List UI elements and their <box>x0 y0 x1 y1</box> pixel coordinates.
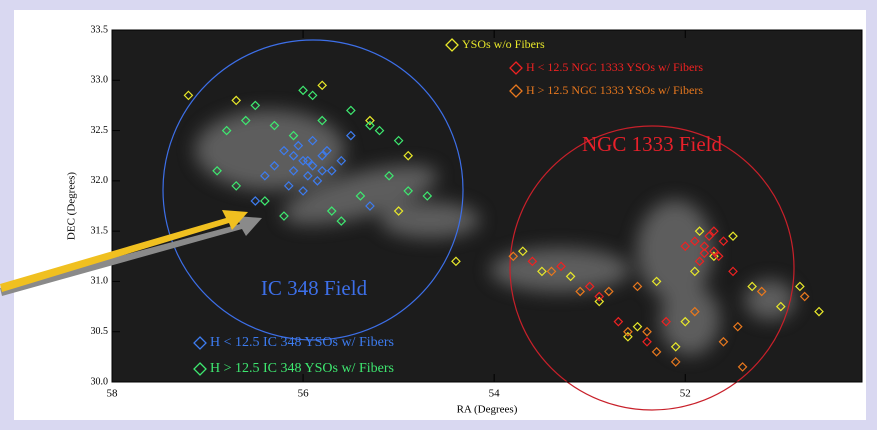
legend-label: H > 12.5 IC 348 YSOs w/ Fibers <box>210 361 394 376</box>
field-label: NGC 1333 Field <box>582 132 723 156</box>
y-tick-label: 32.5 <box>91 125 109 136</box>
field-label: IC 348 Field <box>261 276 368 300</box>
y-tick-label: 31.0 <box>91 276 109 287</box>
y-axis-label: DEC (Degrees) <box>66 172 78 240</box>
y-tick-label: 30.5 <box>91 326 109 337</box>
y-tick-label: 30.0 <box>91 376 109 387</box>
y-tick-label: 32.0 <box>91 175 109 186</box>
plot-area <box>112 30 862 382</box>
x-tick-label: 56 <box>298 388 310 400</box>
chart: RA (Degrees) DEC (Degrees) 58 56 54 52 30.0 3… <box>0 0 877 430</box>
y-tick-label: 33.5 <box>91 24 109 35</box>
legend-label: H < 12.5 NGC 1333 YSOs w/ Fibers <box>526 60 703 74</box>
legend-label: YSOs w/o Fibers <box>462 37 545 51</box>
y-tick-label: 33.0 <box>91 75 109 86</box>
legend-label: H < 12.5 IC 348 YSOs w/ Fibers <box>210 335 394 350</box>
legend-label: H > 12.5 NGC 1333 YSOs w/ Fibers <box>526 83 703 97</box>
y-tick-label: 31.5 <box>91 225 109 236</box>
x-tick-label: 52 <box>680 388 691 400</box>
x-tick-label: 54 <box>489 388 501 400</box>
x-tick-label: 58 <box>107 388 119 400</box>
x-axis-label: RA (Degrees) <box>457 404 518 416</box>
